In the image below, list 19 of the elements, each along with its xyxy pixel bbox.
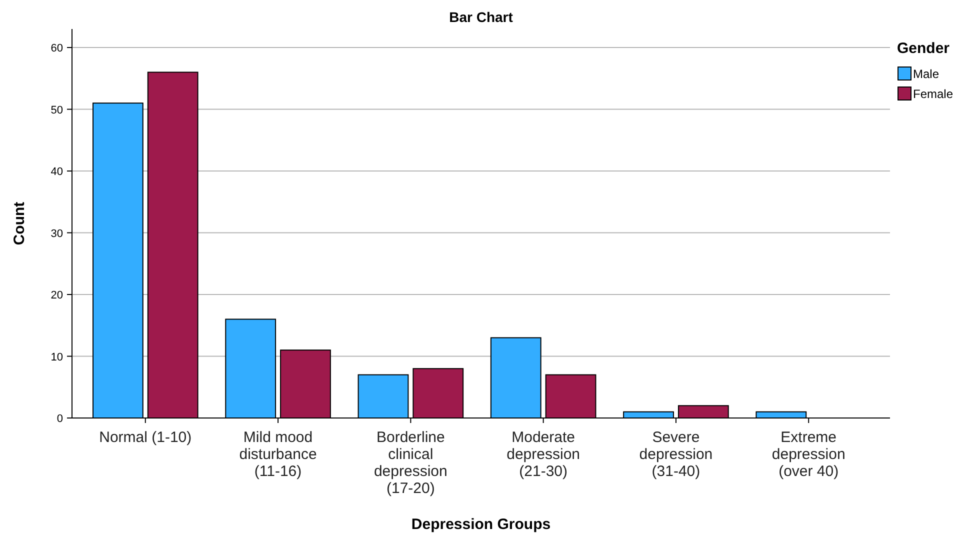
y-tick-label: 0 — [56, 413, 63, 425]
chart-title: Bar Chart — [449, 9, 514, 25]
x-tick-label: Extreme depression (over 40) — [772, 429, 846, 480]
x-tick-label: Borderline clinical depression (17-20) — [374, 429, 448, 497]
legend-label: Female — [913, 87, 954, 101]
y-tick-label: 60 — [50, 42, 63, 55]
y-tick-label: 30 — [50, 228, 63, 240]
x-tick-label: Normal (1-10) — [99, 429, 192, 446]
x-tick-label: Severe depression (31-40) — [639, 429, 713, 480]
y-tick-label: 10 — [50, 351, 63, 364]
y-axis-title: Count — [11, 202, 28, 246]
x-axis-title: Depression Groups — [411, 516, 551, 533]
y-tick-label: 20 — [50, 290, 63, 302]
y-tick-label: 50 — [50, 104, 63, 116]
legend-title: Gender — [897, 40, 950, 57]
legend-label: Male — [913, 67, 940, 81]
x-tick-label: Moderate depression (21-30) — [506, 429, 580, 480]
x-tick-label: Mild mood disturbance (11-16) — [239, 429, 317, 480]
y-tick-label: 40 — [50, 166, 63, 178]
